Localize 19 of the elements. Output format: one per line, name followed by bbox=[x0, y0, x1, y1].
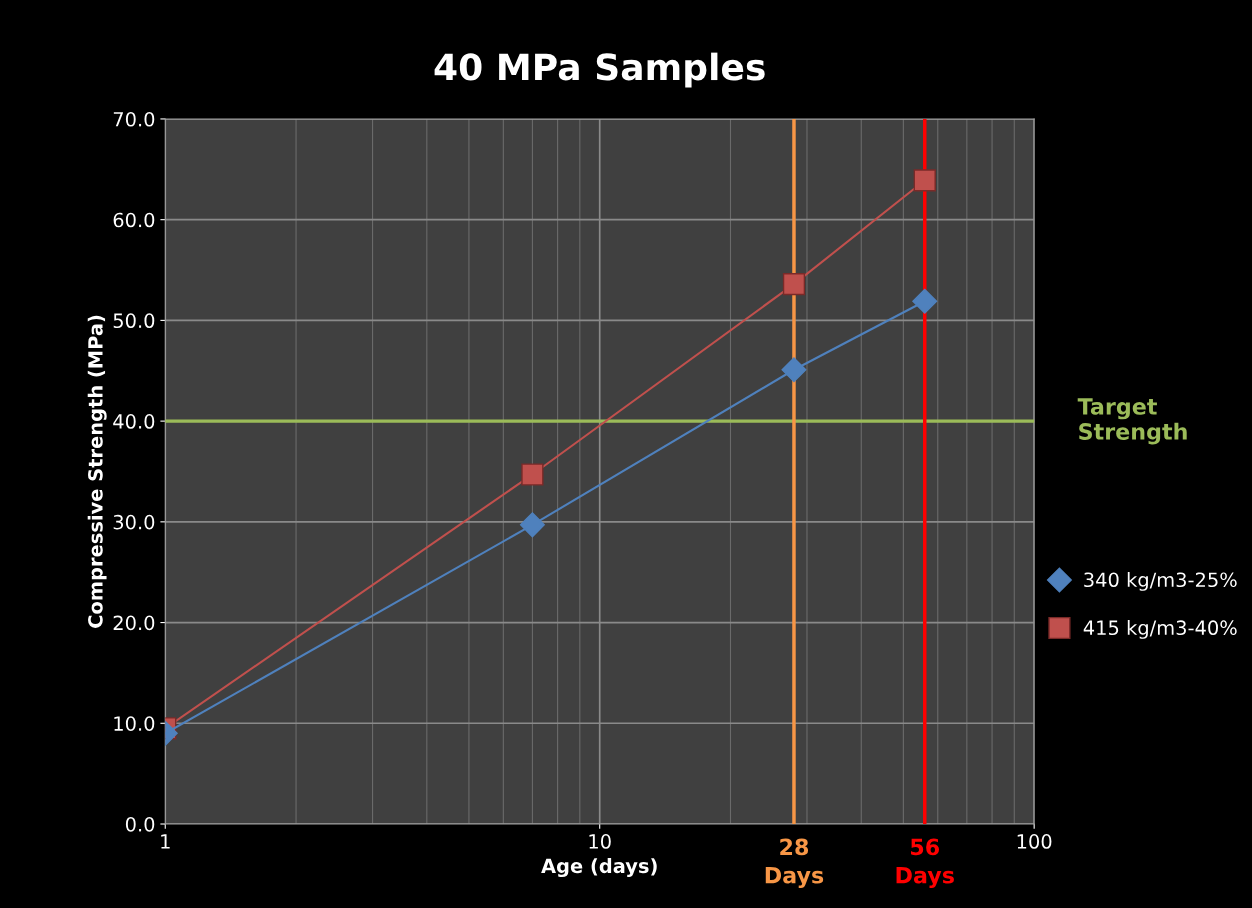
y-tick-label: 70.0 bbox=[113, 111, 155, 127]
y-tick-label: 40.0 bbox=[113, 414, 155, 429]
x-tick-label: 1 bbox=[161, 834, 170, 849]
ref-line-label: 56 Days bbox=[896, 838, 954, 889]
y-tick-label: 60.0 bbox=[113, 212, 155, 228]
y-tick-label: 30.0 bbox=[113, 514, 155, 530]
chart-title: 40 MPa Samples bbox=[434, 52, 765, 88]
y-tick-label: 10.0 bbox=[114, 716, 155, 731]
x-tick-label: 100 bbox=[1017, 834, 1052, 849]
y-axis-title: Compressive Strength (MPa) bbox=[87, 315, 107, 628]
x-axis-title: Age (days) bbox=[541, 858, 657, 878]
x-tick-label: 10 bbox=[589, 834, 611, 849]
legend-label: 340 kg/m3-25% bbox=[1084, 572, 1237, 591]
legend-label: 415 kg/m3-40% bbox=[1083, 620, 1237, 639]
y-tick-label: 0.0 bbox=[125, 816, 155, 832]
y-tick-label: 50.0 bbox=[113, 313, 155, 329]
ref-line-label: Target Strength bbox=[1077, 398, 1187, 445]
y-tick-label: 20.0 bbox=[113, 615, 155, 631]
ref-line-label: 28 Days bbox=[765, 838, 824, 889]
